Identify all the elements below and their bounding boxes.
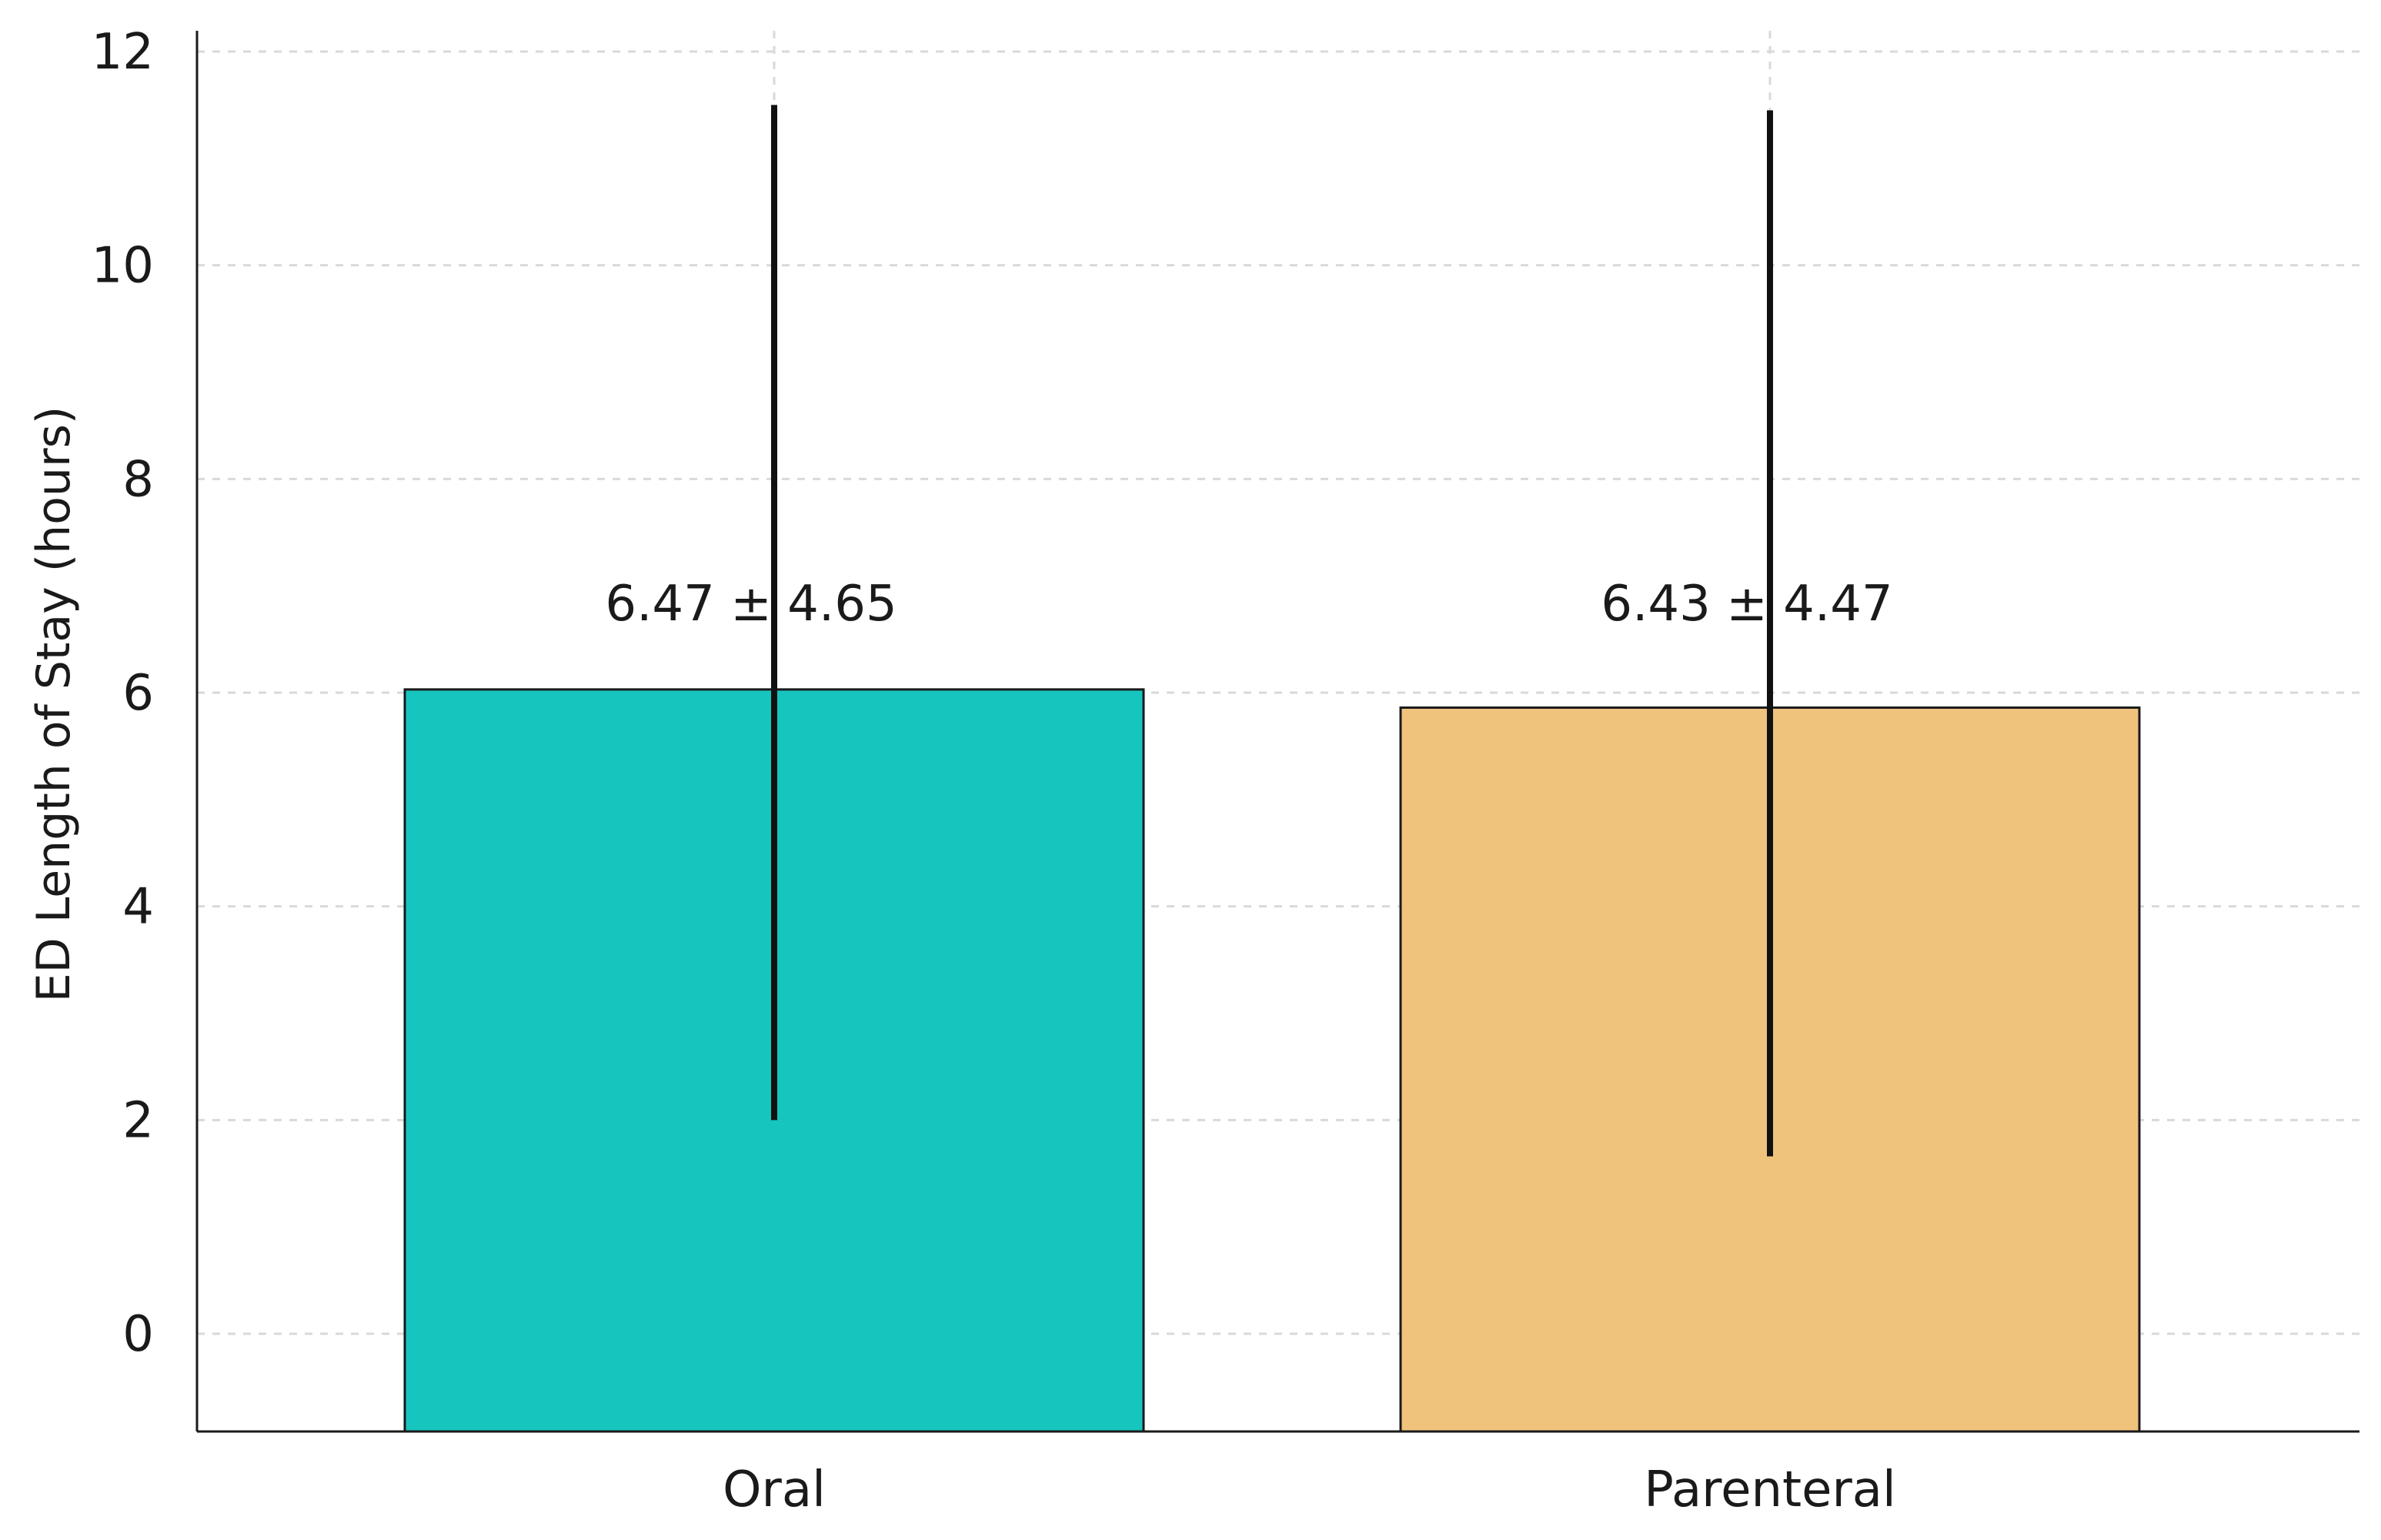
- error-bars: [771, 105, 1773, 1157]
- bars: [403, 688, 2141, 1433]
- x-tick-labels: Oral Parenteral: [723, 1461, 1896, 1518]
- x-tick-label-parenteral: Parenteral: [1644, 1461, 1896, 1518]
- y-tick-label: 4: [122, 879, 154, 936]
- y-tick-label: 6: [122, 665, 154, 722]
- data-labels: 6.47 ± 4.65 6.43 ± 4.47: [605, 576, 1892, 633]
- y-tick-label: 0: [122, 1306, 154, 1363]
- data-label-oral: 6.47 ± 4.65: [605, 576, 897, 633]
- y-tick-label: 8: [122, 451, 154, 508]
- data-label-parenteral: 6.43 ± 4.47: [1601, 576, 1892, 633]
- y-tick-label: 10: [92, 238, 154, 295]
- axes: [195, 31, 2359, 1433]
- y-tick-label: 12: [92, 24, 154, 81]
- y-axis-title: ED Length of Stay (hours): [27, 406, 81, 1003]
- y-tick-labels: 0 2 4 6 8 10 12: [92, 24, 154, 1363]
- y-tick-label: 2: [122, 1092, 154, 1149]
- x-tick-label-oral: Oral: [723, 1461, 826, 1518]
